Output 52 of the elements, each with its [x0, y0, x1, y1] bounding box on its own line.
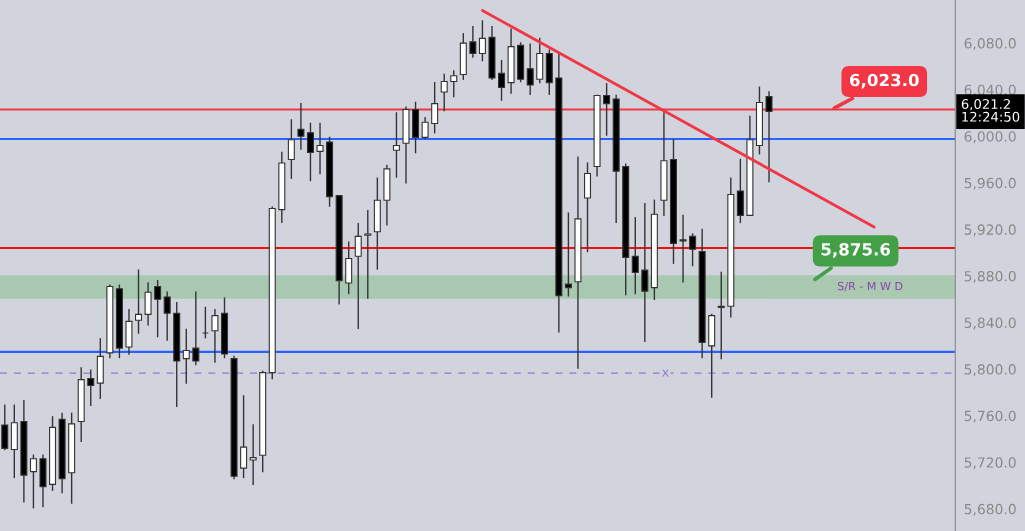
y-tick-label: 6,040.0 [964, 84, 1016, 97]
y-tick-label: 5,840.0 [964, 317, 1016, 330]
candlestick [679, 214, 687, 283]
ref-line-label: 6,023.0 [849, 73, 919, 89]
y-tick-label: 5,880.0 [964, 270, 1016, 283]
candlestick [249, 424, 257, 486]
band-label: S/R - M W D [837, 281, 903, 292]
candlestick [689, 233, 697, 267]
candlestick [287, 119, 295, 179]
candlestick [440, 73, 448, 112]
y-tick-label: 5,680.0 [964, 503, 1016, 516]
candlestick [87, 369, 95, 406]
candlestick [765, 91, 773, 183]
candlestick [354, 222, 362, 330]
candlestick [364, 210, 372, 299]
candlestick [717, 271, 725, 360]
candlestick [450, 70, 458, 98]
candlestick [392, 112, 400, 178]
candlestick [154, 279, 162, 338]
ref-line-label: x [662, 369, 669, 377]
candlestick [306, 122, 314, 182]
candlestick [297, 102, 305, 150]
candlestick [1, 404, 9, 451]
candlestick [211, 309, 219, 363]
y-tick-label: 5,920.0 [964, 224, 1016, 237]
candlestick [603, 83, 611, 136]
candlestick [469, 26, 477, 58]
y-tick-label: 5,960.0 [964, 177, 1016, 190]
candlestick [135, 269, 143, 334]
candlestick [431, 81, 439, 134]
candlestick [144, 282, 152, 326]
candlestick [631, 217, 639, 295]
candlestick [192, 291, 200, 366]
annotation: 5,875.6 [821, 243, 891, 258]
candlestick [29, 454, 37, 509]
candlestick [421, 116, 429, 140]
y-tick-label: 5,800.0 [964, 364, 1016, 377]
text: 6,021.2 12:24:50 [961, 99, 1020, 122]
candlestick [201, 306, 209, 339]
y-tick-label: 5,720.0 [964, 457, 1016, 470]
candlestick [316, 122, 324, 175]
candlestick [478, 20, 486, 62]
candlestick [240, 395, 248, 479]
candlestick [564, 212, 572, 297]
candlestick [526, 43, 534, 96]
candlestick [163, 291, 171, 341]
candlestick [641, 203, 649, 342]
candlestick [182, 328, 190, 384]
y-tick-label: 6,080.0 [964, 38, 1016, 50]
y-tick-label: 5,760.0 [964, 410, 1016, 423]
candlestick [498, 59, 506, 101]
y-tick-label: 6,000.0 [964, 131, 1016, 144]
